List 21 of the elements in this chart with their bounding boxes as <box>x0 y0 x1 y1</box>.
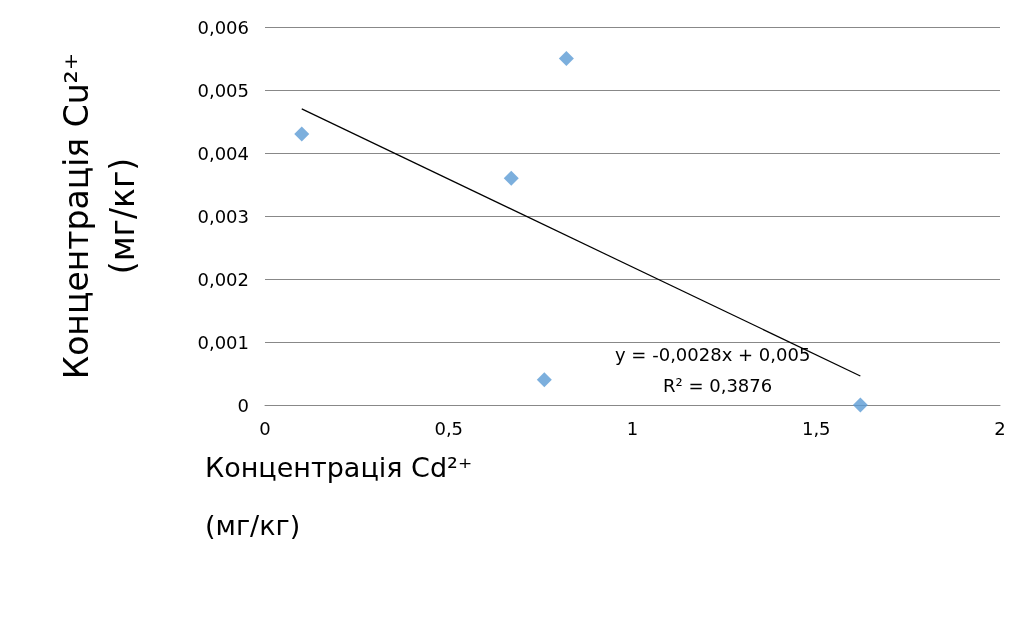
point <box>536 372 552 388</box>
annotation: R² = 0,3876 <box>663 374 773 396</box>
point <box>503 170 519 186</box>
x-tick-label: 2 <box>994 417 1006 439</box>
point <box>852 397 868 413</box>
x-tick-label: 1,5 <box>801 417 831 439</box>
annotation: y = -0,0028x + 0,005 <box>615 343 811 365</box>
x-tick-label: 1 <box>626 417 639 439</box>
y-tick-label: 0,006 <box>197 16 249 38</box>
x-tick-label: 0,5 <box>434 417 464 439</box>
y-tick-label: 0,005 <box>197 79 249 101</box>
point <box>294 126 310 142</box>
y-tick-label: 0,004 <box>197 142 249 164</box>
x-tick-label: 0 <box>259 417 271 439</box>
y-axis-title: Концентрація Cu²⁺ (мг/кг) <box>56 52 142 380</box>
y-tick-label: 0 <box>237 394 249 416</box>
x-axis-title: Концентрація Cd²⁺ (мг/кг) <box>205 451 473 541</box>
point <box>558 51 574 66</box>
y-tick-label: 0,002 <box>197 268 249 290</box>
y-tick-label: 0,001 <box>197 331 249 353</box>
y-tick-label: 0,003 <box>197 205 249 227</box>
